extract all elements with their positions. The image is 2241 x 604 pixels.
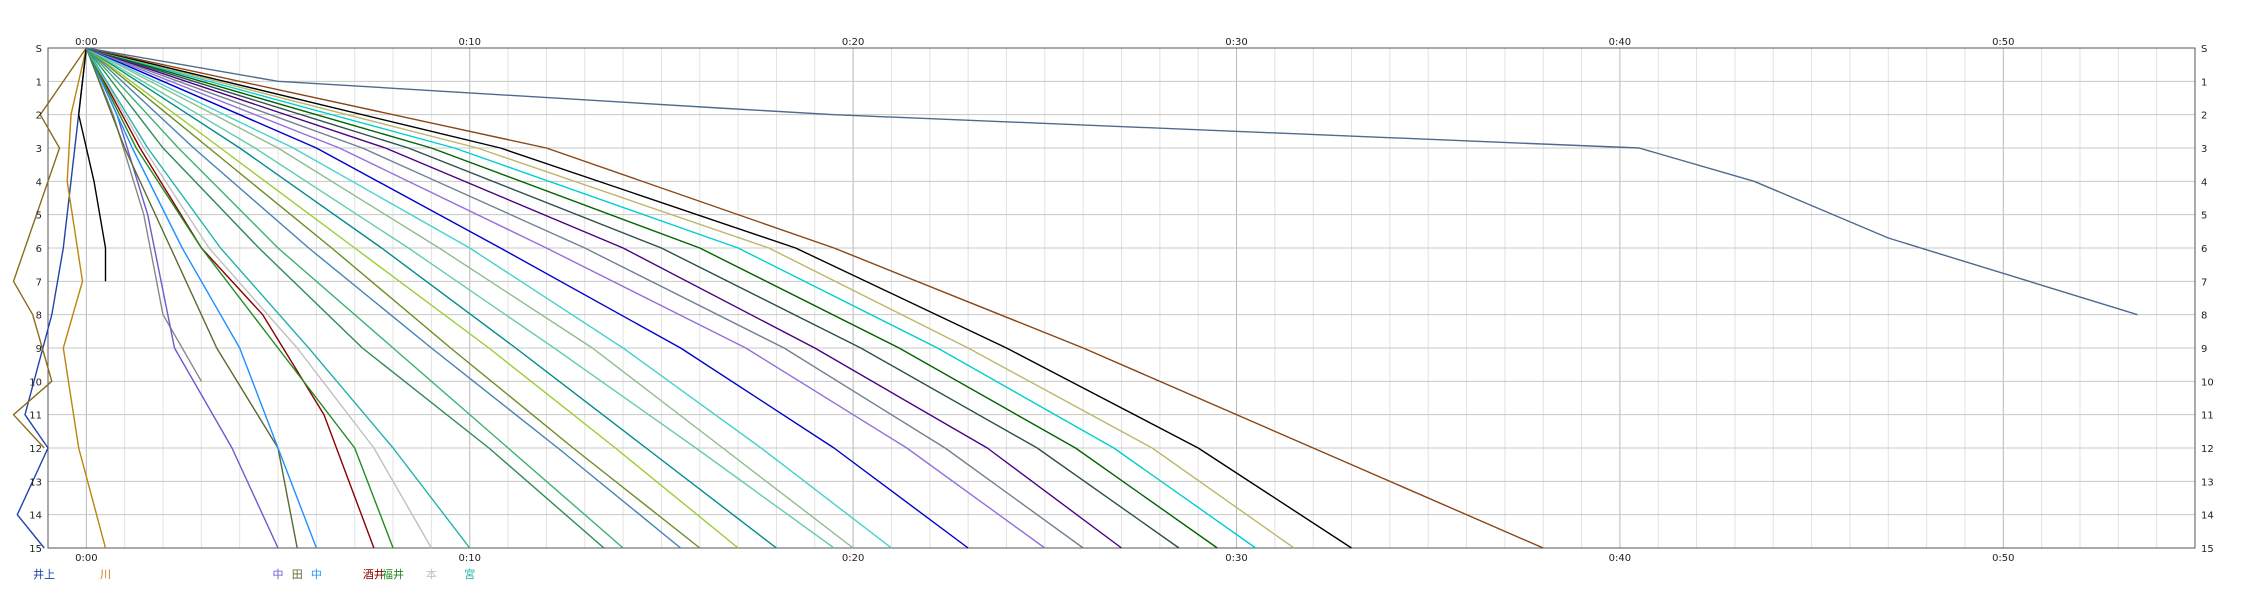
runner-label: 中 [311, 568, 322, 581]
series-line [12, 47, 87, 449]
series-line [86, 47, 1544, 549]
series-line [85, 47, 433, 549]
series-line [85, 47, 892, 549]
series-line [85, 47, 318, 549]
y-tick-label-left: S [36, 44, 42, 55]
series-line [86, 47, 1046, 549]
y-tick-label-right: 1 [2201, 77, 2207, 88]
y-tick-label-right: 13 [2201, 477, 2214, 488]
runner-label: 井上 [33, 567, 55, 581]
y-tick-label-left: 5 [36, 211, 42, 222]
series-line [85, 47, 605, 549]
y-tick-label-left: 9 [36, 344, 42, 355]
y-tick-label-right: 6 [2201, 244, 2207, 255]
y-tick-label-right: 12 [2201, 444, 2214, 455]
y-tick-label-right: 14 [2201, 511, 2214, 522]
series-line [62, 47, 107, 549]
series-line [16, 47, 87, 549]
y-tick-label-left: 13 [29, 477, 42, 488]
runner-label: 中 [273, 568, 284, 581]
x-tick-label-top: 0:20 [842, 37, 864, 48]
runner-label: 酒井 [363, 567, 385, 581]
y-tick-label-right: 11 [2201, 411, 2214, 422]
runner-label: 宮 [464, 567, 475, 581]
series-line [86, 47, 1257, 549]
y-tick-label-right: 9 [2201, 344, 2207, 355]
x-tick-label-top: 0:00 [75, 37, 97, 48]
series-line [86, 47, 1084, 549]
x-tick-label-top: 0:30 [1225, 37, 1247, 48]
x-tick-labels: 0:00 0:00 0:10 0:10 0:20 0:20 0:30 0:30 0:40 0:40… [75, 37, 2014, 564]
series-line [85, 47, 203, 382]
x-tick-label-bottom: 0:10 [458, 553, 480, 564]
runner-label: 本 [426, 567, 437, 581]
y-tick-label-left: 6 [36, 244, 42, 255]
y-tick-label-right: S [2201, 44, 2207, 55]
y-tick-label-left: 15 [29, 544, 42, 555]
series-line [85, 47, 471, 549]
series-line [85, 47, 701, 549]
y-tick-label-left: 12 [29, 444, 42, 455]
y-tick-label-right: 7 [2201, 277, 2207, 288]
series-line [85, 47, 375, 549]
y-tick-label-left: 1 [36, 77, 42, 88]
runner-labels: 井上 川 中田中 酒井福井 本 宮 [33, 567, 475, 581]
y-tick-label-left: 7 [36, 277, 42, 288]
series-line [85, 47, 298, 549]
series-line [85, 47, 739, 549]
y-tick-label-right: 10 [2201, 377, 2214, 388]
x-tick-label-top: 0:10 [458, 37, 480, 48]
y-tick-label-right: 4 [2201, 177, 2207, 188]
series-group [12, 47, 2138, 549]
y-tick-label-left: 14 [29, 511, 42, 522]
runner-label: 川 [100, 568, 111, 581]
x-tick-label-bottom: 0:40 [1609, 553, 1631, 564]
series-line [85, 47, 624, 549]
series-line [86, 47, 2138, 316]
series-line [85, 47, 854, 549]
y-tick-label-right: 3 [2201, 144, 2207, 155]
series-line [86, 47, 1295, 549]
series-line [85, 47, 777, 549]
runner-label: 田 [292, 568, 303, 581]
y-tick-label-left: 8 [36, 311, 42, 322]
y-tick-label-right: 5 [2201, 211, 2207, 222]
series-line [86, 47, 1352, 549]
series-line [86, 47, 1218, 549]
series-line [86, 47, 969, 549]
series-line [85, 47, 394, 549]
series-line [86, 47, 1180, 549]
series-line [77, 47, 107, 282]
x-tick-label-bottom: 0:20 [842, 553, 864, 564]
series-line [86, 47, 1122, 549]
y-tick-label-left: 10 [29, 377, 42, 388]
series-line [85, 47, 835, 549]
runner-label: 福井 [382, 567, 404, 581]
x-tick-label-top: 0:40 [1609, 37, 1631, 48]
y-tick-label-left: 11 [29, 411, 42, 422]
x-tick-label-bottom: 0:30 [1225, 553, 1247, 564]
series-line [85, 47, 682, 549]
y-tick-label-right: 15 [2201, 544, 2214, 555]
y-tick-label-left: 4 [36, 177, 42, 188]
y-tick-label-right: 8 [2201, 311, 2207, 322]
y-tick-label-right: 2 [2201, 111, 2207, 122]
x-tick-label-bottom: 0:50 [1992, 553, 2014, 564]
y-tick-label-left: 2 [36, 111, 42, 122]
x-tick-label-top: 0:50 [1992, 37, 2014, 48]
y-tick-label-left: 3 [36, 144, 42, 155]
x-tick-label-bottom: 0:00 [75, 553, 97, 564]
